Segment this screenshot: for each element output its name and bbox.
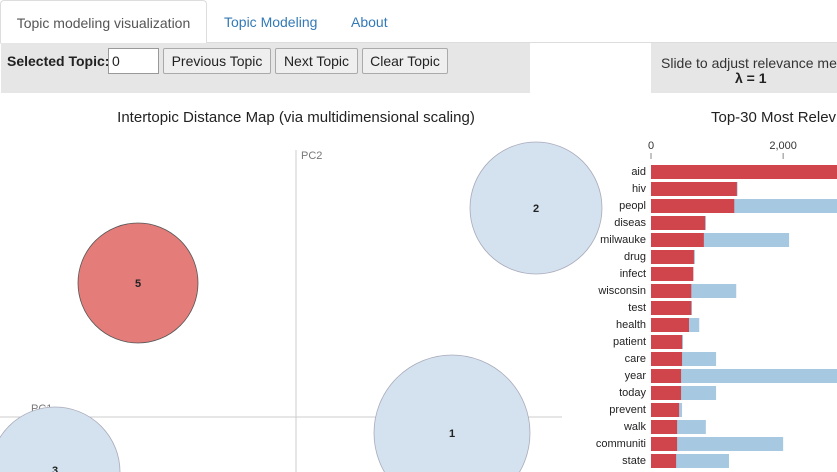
term-label: milwauke — [600, 234, 646, 246]
term-label: hiv — [632, 183, 647, 195]
topic-label: 5 — [135, 278, 141, 290]
term-label: diseas — [614, 217, 646, 229]
selected-topic-label: Selected Topic: — [7, 53, 110, 69]
term-label: year — [625, 370, 647, 382]
term-label: peopl — [619, 200, 646, 212]
term-label: health — [616, 319, 646, 331]
topic-label: 3 — [52, 465, 58, 472]
topic-label: 2 — [533, 203, 539, 215]
next-topic-button[interactable]: Next Topic — [275, 48, 358, 74]
topic-input[interactable]: 0 — [108, 48, 159, 74]
bar — [651, 318, 689, 332]
term-label: wisconsin — [597, 285, 646, 297]
term-label: walk — [623, 421, 647, 433]
map-title: Intertopic Distance Map (via multidimens… — [117, 109, 475, 126]
bar — [651, 454, 677, 468]
clear-topic-button[interactable]: Clear Topic — [362, 48, 448, 74]
topic-bubble[interactable] — [77, 222, 199, 344]
previous-topic-button[interactable]: Previous Topic — [163, 48, 271, 74]
term-label: infect — [620, 268, 646, 280]
bar — [651, 437, 678, 451]
chart-title: Top-30 Most Relev — [711, 109, 837, 126]
bar — [651, 335, 683, 349]
bar — [651, 199, 735, 213]
slider-panel — [651, 43, 837, 93]
topic-label: 1 — [449, 428, 455, 440]
bar — [651, 250, 694, 264]
bar — [651, 420, 678, 434]
term-label: drug — [624, 251, 646, 263]
term-label: care — [625, 353, 646, 365]
term-label: state — [622, 455, 646, 467]
term-label: prevent — [609, 404, 646, 416]
tab[interactable]: About — [351, 14, 388, 30]
bar — [651, 301, 692, 315]
x-tick-label: 0 — [648, 140, 654, 152]
bar — [651, 165, 837, 179]
topic-bubble[interactable] — [373, 354, 531, 472]
bar — [651, 352, 683, 366]
bar — [651, 369, 837, 383]
term-label: test — [628, 302, 646, 314]
term-label: today — [619, 387, 646, 399]
slider-label: Slide to adjust relevance me — [661, 55, 837, 71]
pc2-label: PC2 — [301, 150, 322, 162]
tab-active[interactable]: Topic modeling visualization — [0, 0, 207, 44]
bar — [651, 369, 682, 383]
bar — [651, 284, 692, 298]
term-label: communiti — [596, 438, 646, 450]
bar — [651, 267, 694, 281]
bar — [651, 216, 706, 230]
bar — [651, 437, 784, 451]
x-tick-label: 2,000 — [769, 140, 797, 152]
topic-bubble[interactable] — [469, 141, 603, 275]
term-label: aid — [631, 166, 646, 178]
tab[interactable]: Topic Modeling — [224, 14, 318, 30]
lambda-label: λ = 1 — [735, 70, 767, 86]
bar — [651, 182, 737, 196]
bar — [651, 386, 682, 400]
bar — [651, 233, 704, 247]
topic-bubble[interactable] — [0, 406, 121, 472]
term-label: patient — [613, 336, 646, 348]
tab-divider — [0, 42, 837, 43]
bar — [651, 403, 680, 417]
